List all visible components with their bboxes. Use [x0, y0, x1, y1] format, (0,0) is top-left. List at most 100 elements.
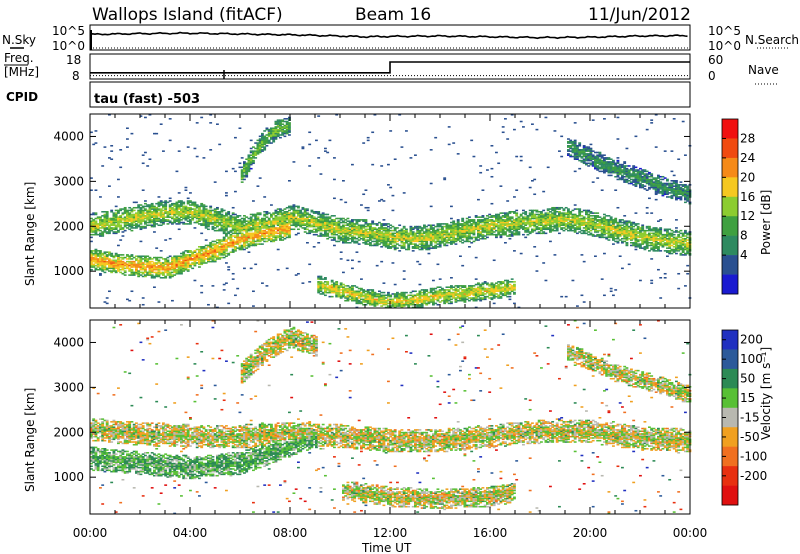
heatmap-cell [222, 229, 226, 232]
heatmap-cell [267, 140, 271, 143]
heatmap-cell [184, 266, 188, 268]
heatmap-cell [353, 223, 357, 225]
heatmap-cell [285, 120, 289, 123]
heatmap-cell [405, 297, 408, 299]
heatmap-cell [328, 223, 332, 225]
heatmap-cell [162, 205, 165, 208]
heatmap-cell [526, 215, 530, 217]
heatmap-cell [470, 297, 474, 299]
heatmap-cell [121, 266, 125, 268]
heatmap-cell [380, 302, 384, 305]
heatmap-cell [333, 232, 336, 235]
heatmap-cell [189, 192, 192, 194]
heatmap-cell [326, 220, 330, 222]
heatmap-cell [177, 220, 181, 222]
heatmap-cell [240, 171, 244, 174]
heatmap-cell [465, 235, 469, 237]
heatmap-cell [409, 301, 413, 303]
heatmap-cell [398, 114, 402, 116]
heatmap-cell [369, 241, 372, 244]
heatmap-cell [420, 237, 424, 240]
heatmap-cell [504, 293, 507, 295]
heatmap-cell [294, 212, 298, 214]
heatmap-cell [337, 287, 341, 290]
heatmap-cell [123, 229, 127, 232]
heatmap-cell [128, 224, 132, 227]
heatmap-cell [292, 206, 296, 209]
heatmap-cell [202, 247, 206, 249]
heatmap-cell [108, 114, 111, 116]
heatmap-cell [425, 229, 429, 232]
heatmap-cell [265, 140, 269, 143]
heatmap-cell [209, 252, 213, 255]
heatmap-cell [427, 232, 431, 235]
heatmap-cell [168, 206, 172, 209]
heatmap-cell [351, 295, 354, 298]
heatmap-cell [209, 258, 213, 260]
heatmap-cell [463, 229, 467, 232]
heatmap-cell [371, 237, 375, 240]
heatmap-cell [351, 221, 354, 224]
heatmap-cell [324, 229, 327, 232]
heatmap-cell [364, 299, 368, 302]
heatmap-cell [204, 258, 208, 260]
heatmap-cell [513, 250, 516, 252]
heatmap-cell [123, 263, 127, 266]
heatmap-cell [184, 254, 188, 256]
heatmap-cell [155, 262, 159, 264]
heatmap-cell [387, 240, 390, 243]
heatmap-cell [333, 289, 336, 291]
heatmap-cell [414, 243, 417, 245]
heatmap-cell [513, 221, 516, 224]
heatmap-cell [306, 219, 309, 221]
heatmap-cell [513, 286, 516, 288]
heatmap-cell [468, 237, 471, 240]
heatmap-cell [173, 212, 177, 214]
heatmap-cell [483, 225, 487, 228]
heatmap-cell [434, 298, 438, 301]
heatmap-cell [267, 239, 271, 241]
heatmap-cell [137, 209, 141, 212]
heatmap-cell [123, 262, 127, 264]
heatmap-cell [218, 250, 222, 252]
heatmap-cell [506, 283, 510, 286]
heatmap-cell [294, 209, 298, 212]
heatmap-cell [486, 227, 489, 229]
heatmap-cell [508, 237, 512, 240]
heatmap-cell [486, 169, 489, 171]
heatmap-cell [409, 157, 413, 159]
heatmap-cell [472, 225, 476, 228]
heatmap-cell [461, 229, 465, 232]
heatmap-cell [432, 233, 435, 236]
heatmap-cell [245, 240, 249, 243]
heatmap-cell [198, 254, 201, 256]
heatmap-cell [436, 243, 440, 245]
heatmap-cell [447, 295, 451, 298]
heatmap-cell [290, 220, 294, 222]
heatmap-cell [267, 132, 271, 135]
heatmap-cell [144, 116, 147, 119]
heatmap-cell [108, 252, 111, 255]
heatmap-cell [180, 201, 183, 204]
heatmap-cell [483, 228, 487, 231]
heatmap-cell [283, 212, 287, 214]
heatmap-cell [389, 224, 393, 227]
heatmap-cell [177, 211, 181, 213]
heatmap-cell [157, 219, 161, 221]
heatmap-cell [425, 228, 429, 231]
heatmap-cell [195, 220, 199, 222]
heatmap-cell [382, 243, 386, 245]
heatmap-cell [353, 224, 357, 227]
heatmap-cell [499, 282, 503, 284]
heatmap-cell [369, 295, 372, 298]
heatmap-cell [423, 297, 426, 299]
heatmap-cell [479, 228, 483, 231]
heatmap-cell [339, 291, 343, 294]
heatmap-cell [414, 290, 417, 293]
heatmap-cell [405, 237, 408, 240]
heatmap-cell [470, 139, 474, 142]
heatmap-cell [220, 209, 224, 212]
heatmap-cell [202, 258, 206, 260]
heatmap-cell [144, 227, 147, 229]
heatmap-cell [193, 250, 197, 252]
